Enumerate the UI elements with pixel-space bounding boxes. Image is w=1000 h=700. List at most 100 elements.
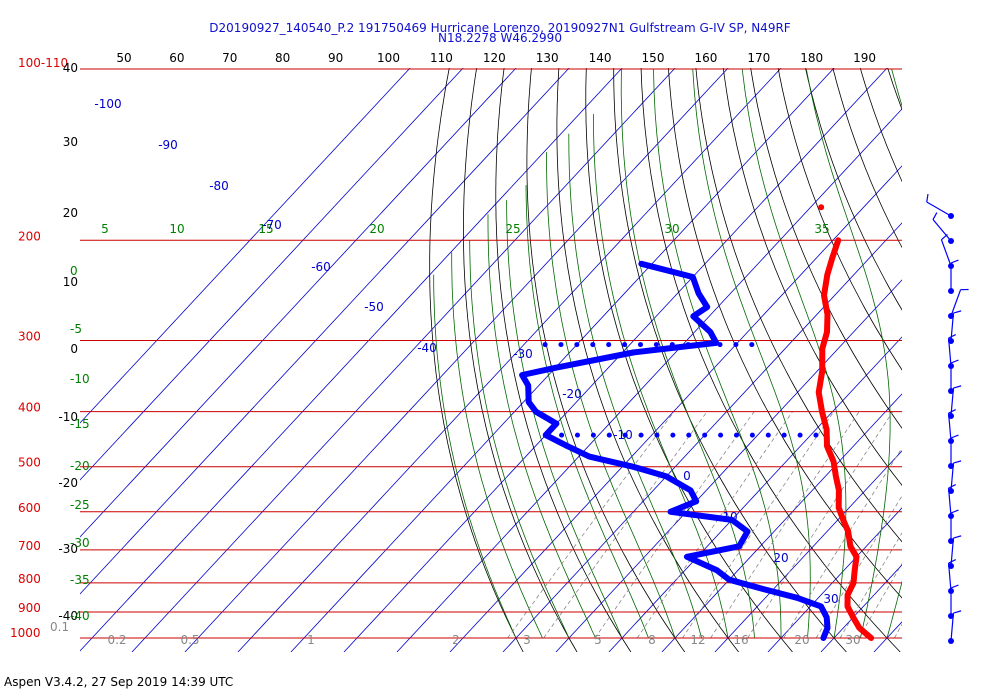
dewpoint-dot xyxy=(654,432,660,438)
top-axis-label: 60 xyxy=(169,51,184,65)
top-axis-label: 150 xyxy=(642,51,665,65)
wind-barb-staff xyxy=(940,239,952,267)
pressure-label: 600 xyxy=(18,501,41,515)
pressure-label: 1000 xyxy=(10,626,41,640)
isotherm-line xyxy=(184,68,729,652)
moist-adiabat-line xyxy=(692,68,811,639)
wind-barb-feather xyxy=(926,194,929,203)
theta-e-label: 25 xyxy=(505,222,520,236)
theta-e-label: 35 xyxy=(814,222,829,236)
wind-barb-feather xyxy=(948,334,957,339)
pressure-label: 200 xyxy=(18,229,41,243)
moist-adiabat-line xyxy=(568,133,702,639)
theta-e-label: 5 xyxy=(101,222,109,236)
dry-adiabat-line xyxy=(429,68,524,652)
isotherm-line xyxy=(767,507,902,652)
moist-axis-label: -20 xyxy=(70,459,90,473)
top-axis-label: 120 xyxy=(483,51,506,65)
dry-adiabat-line xyxy=(463,68,578,652)
top-axis-label: 170 xyxy=(747,51,770,65)
dewpoint-dot xyxy=(606,342,612,348)
temperature-marker xyxy=(818,204,825,211)
temperature-profile-line xyxy=(815,237,875,641)
theta-e-label: 15 xyxy=(258,222,273,236)
left-axis-label: -10 xyxy=(58,410,78,424)
dry-adiabat-line xyxy=(585,68,793,652)
pressure-label: 400 xyxy=(18,401,41,415)
dewpoint-dot xyxy=(813,432,819,438)
isotherm-label: -30 xyxy=(513,347,533,361)
top-axis-label: 160 xyxy=(694,51,717,65)
moist-adiabat-line xyxy=(593,114,729,639)
wind-barb-feather xyxy=(948,559,957,564)
mixing-ratio-line xyxy=(858,562,902,639)
isotherm-line xyxy=(237,68,782,652)
isotherm-line xyxy=(661,393,902,652)
moist-adiabat-line xyxy=(487,214,596,639)
pressure-label: 300 xyxy=(18,329,41,343)
wind-barb-feather xyxy=(953,460,962,464)
dewpoint-dot xyxy=(622,432,628,438)
dewpoint-dot xyxy=(653,342,659,348)
top-axis-label: 110 xyxy=(430,51,453,65)
mixing-ratio-label: 5 xyxy=(594,633,602,647)
dewpoint-dot xyxy=(685,342,691,348)
mixing-ratio-label: 0.2 xyxy=(107,633,126,647)
wind-barb-staff xyxy=(947,563,952,592)
pressure-label: 700 xyxy=(18,539,41,553)
footer-version: Aspen V3.4.2, 27 Sep 2019 14:39 UTC xyxy=(4,675,234,689)
isotherm-label: 0 xyxy=(683,469,691,483)
left-axis-label: 30 xyxy=(63,135,78,149)
theta-e-label: 20 xyxy=(369,222,384,236)
mixing-ratio-corner-label: 0.1 xyxy=(50,620,69,634)
left-axis-label: -20 xyxy=(58,476,78,490)
isotherm-line xyxy=(290,68,835,652)
mixing-ratio-label: 3 xyxy=(523,633,531,647)
top-axis-label: 90 xyxy=(328,51,343,65)
moist-axis-label: -15 xyxy=(70,417,90,431)
mixing-ratio-line xyxy=(894,623,902,639)
mixing-ratio-label: 16 xyxy=(733,633,748,647)
top-axis-label: 80 xyxy=(275,51,290,65)
dewpoint-dot xyxy=(622,342,628,348)
top-axis-label: 100 xyxy=(377,51,400,65)
dewpoint-dot xyxy=(638,432,644,438)
isotherm-line xyxy=(80,68,464,481)
dry-adiabat-line xyxy=(668,68,902,599)
isotherm-line xyxy=(714,450,902,652)
dewpoint-dot xyxy=(797,432,803,438)
dewpoint-dot xyxy=(542,342,548,348)
top-axis-label: 50 xyxy=(116,51,131,65)
theta-e-label: 30 xyxy=(664,222,679,236)
moist-axis-label: -40 xyxy=(70,609,90,623)
left-axis-label: -40 xyxy=(58,609,78,623)
moist-adiabat-line xyxy=(653,68,782,638)
dewpoint-dot xyxy=(686,432,692,438)
isotherm-line xyxy=(820,564,902,652)
moist-adiabat-line xyxy=(940,69,1000,638)
pressure-label: 800 xyxy=(18,572,41,586)
moist-adiabat-line xyxy=(451,252,543,639)
isotherm-line xyxy=(80,68,517,538)
dewpoint-dot xyxy=(590,432,596,438)
wind-barb-staff xyxy=(947,338,952,367)
wind-barb-feather xyxy=(950,434,959,439)
dry-adiabat-line xyxy=(777,68,902,371)
moist-adiabat-line xyxy=(914,69,1000,638)
dry-adiabat-line xyxy=(640,68,901,652)
wind-barbs xyxy=(926,194,969,644)
moist-axis-label: 0 xyxy=(70,264,78,278)
chart-title: D20190927_140540_P.2 191750469 Hurricane… xyxy=(209,21,791,35)
mixing-ratio-label: 2 xyxy=(452,633,460,647)
pressure-label: 100-110 xyxy=(18,56,68,70)
dewpoint-dot xyxy=(669,342,675,348)
dewpoint-dot xyxy=(781,432,787,438)
dewpoint-dot xyxy=(749,342,755,348)
isotherm-line xyxy=(980,68,1000,652)
dewpoint-dot xyxy=(702,432,708,438)
moist-adiabat-line xyxy=(546,152,676,639)
wind-barb-feather xyxy=(950,509,959,514)
dry-adiabat-line xyxy=(805,68,902,311)
dry-adiabat-line xyxy=(887,68,902,111)
moist-adiabat-line xyxy=(433,274,517,639)
